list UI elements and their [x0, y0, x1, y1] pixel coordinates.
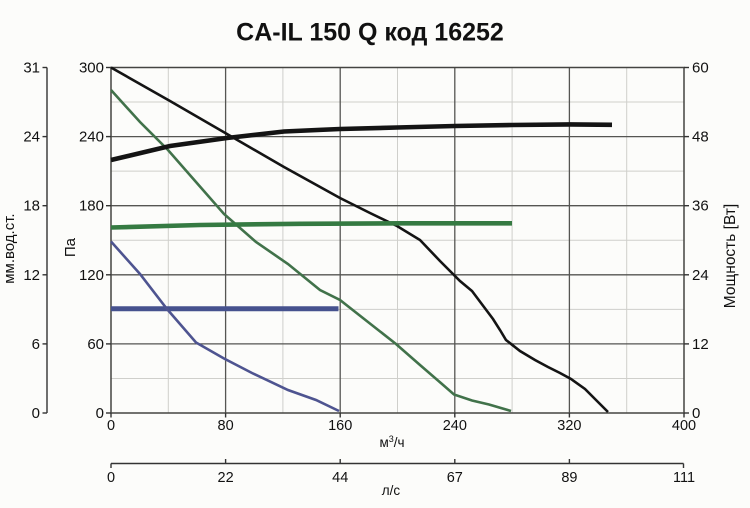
svg-text:111: 111: [673, 470, 695, 486]
svg-text:400: 400: [672, 418, 696, 434]
svg-text:240: 240: [79, 129, 104, 146]
svg-text:300: 300: [79, 60, 104, 77]
svg-text:24: 24: [23, 129, 40, 146]
svg-text:CA-IL 150 Q код 16252: CA-IL 150 Q код 16252: [236, 19, 504, 47]
svg-text:160: 160: [328, 418, 352, 434]
svg-text:60: 60: [87, 336, 104, 353]
svg-text:18: 18: [23, 198, 40, 215]
svg-text:0: 0: [32, 405, 40, 422]
svg-text:0: 0: [107, 418, 115, 434]
svg-text:м3/ч: м3/ч: [379, 434, 404, 450]
svg-text:л/с: л/с: [382, 483, 401, 498]
svg-text:180: 180: [79, 198, 104, 215]
svg-text:36: 36: [692, 198, 709, 215]
svg-text:240: 240: [443, 418, 467, 434]
svg-text:0: 0: [107, 470, 115, 486]
svg-text:80: 80: [218, 418, 234, 434]
svg-text:60: 60: [692, 60, 709, 77]
svg-text:67: 67: [447, 470, 463, 486]
svg-text:31: 31: [23, 60, 40, 77]
svg-text:12: 12: [23, 267, 40, 284]
svg-text:0: 0: [692, 405, 700, 422]
svg-text:320: 320: [557, 418, 581, 434]
svg-text:48: 48: [692, 129, 709, 146]
svg-text:12: 12: [692, 336, 709, 353]
svg-text:Мощность [Вт]: Мощность [Вт]: [722, 204, 739, 308]
svg-text:22: 22: [218, 470, 234, 486]
svg-text:6: 6: [32, 336, 40, 353]
svg-text:Па: Па: [62, 237, 79, 257]
svg-text:24: 24: [692, 267, 709, 284]
svg-text:мм.вод.ст.: мм.вод.ст.: [1, 213, 18, 283]
svg-text:120: 120: [79, 267, 104, 284]
svg-text:89: 89: [561, 470, 577, 486]
svg-text:44: 44: [332, 470, 348, 486]
svg-text:0: 0: [96, 405, 104, 422]
